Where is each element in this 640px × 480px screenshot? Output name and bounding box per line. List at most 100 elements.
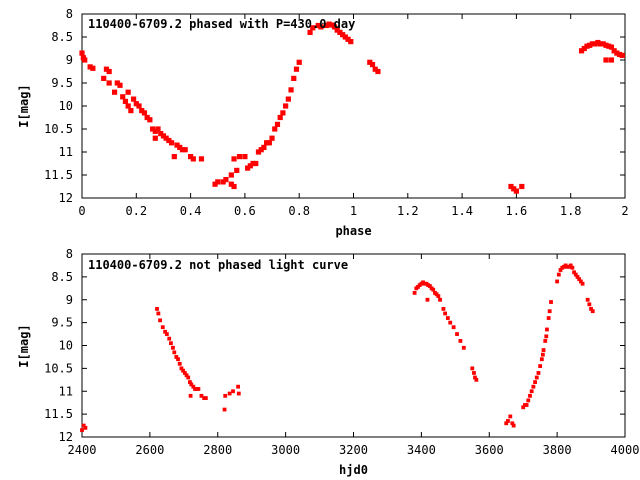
data-point [608,57,615,63]
x-tick-label: 3800 [543,443,572,457]
y-tick-label: 12 [59,430,73,444]
data-point [198,156,205,162]
data-point [585,297,590,302]
data-point [169,341,173,346]
x-tick-label: 3000 [271,443,300,457]
data-point [616,51,623,58]
data-point [555,279,560,284]
data-point [545,327,549,332]
data-point [539,357,544,362]
data-point [258,147,264,153]
data-point [172,350,177,355]
data-point [228,181,234,187]
phased-light-curve-panel: 0 0.2 0.4 0.6 0.8 1 1.2 1.4 1.6 1.8 2 8 8.5 9 9.5 10 10.… [17,7,629,238]
data-point [136,103,142,109]
data-point [163,135,169,141]
data-point [438,297,442,302]
data-point [139,108,145,114]
x-axis-label: hjd0 [339,463,368,477]
data-point [212,181,218,187]
data-point [367,59,373,65]
y-tick-label: 11 [59,384,73,398]
data-point [603,57,609,63]
data-point [412,290,417,295]
data-point [223,177,229,183]
data-point [168,140,175,146]
data-point [128,108,134,114]
data-point [524,403,529,407]
data-point [222,407,227,412]
data-point [587,302,592,307]
data-point [611,48,617,54]
data-point [288,87,294,93]
data-point [114,80,120,86]
data-point [227,391,232,396]
x-tick-label: 3200 [339,443,368,457]
data-point [155,126,161,132]
data-point [441,307,446,311]
data-point [296,59,302,65]
data-point [521,405,526,410]
data-point [82,57,88,63]
data-point [547,309,552,314]
data-point [228,172,234,178]
data-point [79,50,85,56]
data-point [425,297,430,302]
y-tick-label: 10 [59,99,73,113]
data-point [176,357,180,362]
x-tick-label: 1.8 [560,204,582,218]
data-point [608,44,615,50]
x-axis-label: phase [335,224,371,238]
data-point [285,96,291,102]
data-point [188,393,193,398]
x-tick-label: 3400 [407,443,436,457]
y-tick-label: 8 [66,247,73,261]
y-tick-label: 8 [66,7,73,21]
data-series [79,21,625,194]
chart-title: 110400-6709.2 phased with P=430.0 day [88,17,355,31]
data-point [160,133,167,139]
data-point [199,393,204,398]
data-point [580,281,585,286]
data-point [584,43,590,49]
x-tick-label: 0.4 [180,204,202,218]
data-point [236,391,241,396]
data-point [264,140,270,146]
data-point [375,68,381,75]
data-point [177,361,182,366]
data-point [253,160,259,167]
data-point [589,41,596,47]
data-point [171,345,175,350]
data-point [436,294,441,298]
data-point [508,183,514,190]
data-point [277,114,283,121]
data-point [543,339,548,343]
plot-frame [81,13,626,199]
data-point [250,160,256,167]
data-point [125,89,131,95]
data-point [513,188,519,194]
data-point [167,336,172,341]
data-point [614,50,620,56]
y-tick-label: 9.5 [51,316,73,330]
y-axis-label: I[mag] [17,84,31,127]
data-point [291,75,297,81]
data-point [220,179,226,185]
data-point [529,389,534,394]
data-point [519,183,525,190]
data-point [236,384,241,389]
data-point [245,165,251,171]
data-point [196,387,201,391]
data-point [331,24,338,30]
data-point [470,366,475,371]
data-point [103,66,110,72]
data-point [125,103,131,109]
chart-title: 110400-6709.2 not phased light curve [88,258,348,272]
data-point [445,316,450,320]
data-point [155,307,159,311]
data-point [133,101,139,107]
data-point [575,274,580,279]
data-point [533,380,537,384]
data-point [152,128,158,134]
data-point [158,131,164,137]
